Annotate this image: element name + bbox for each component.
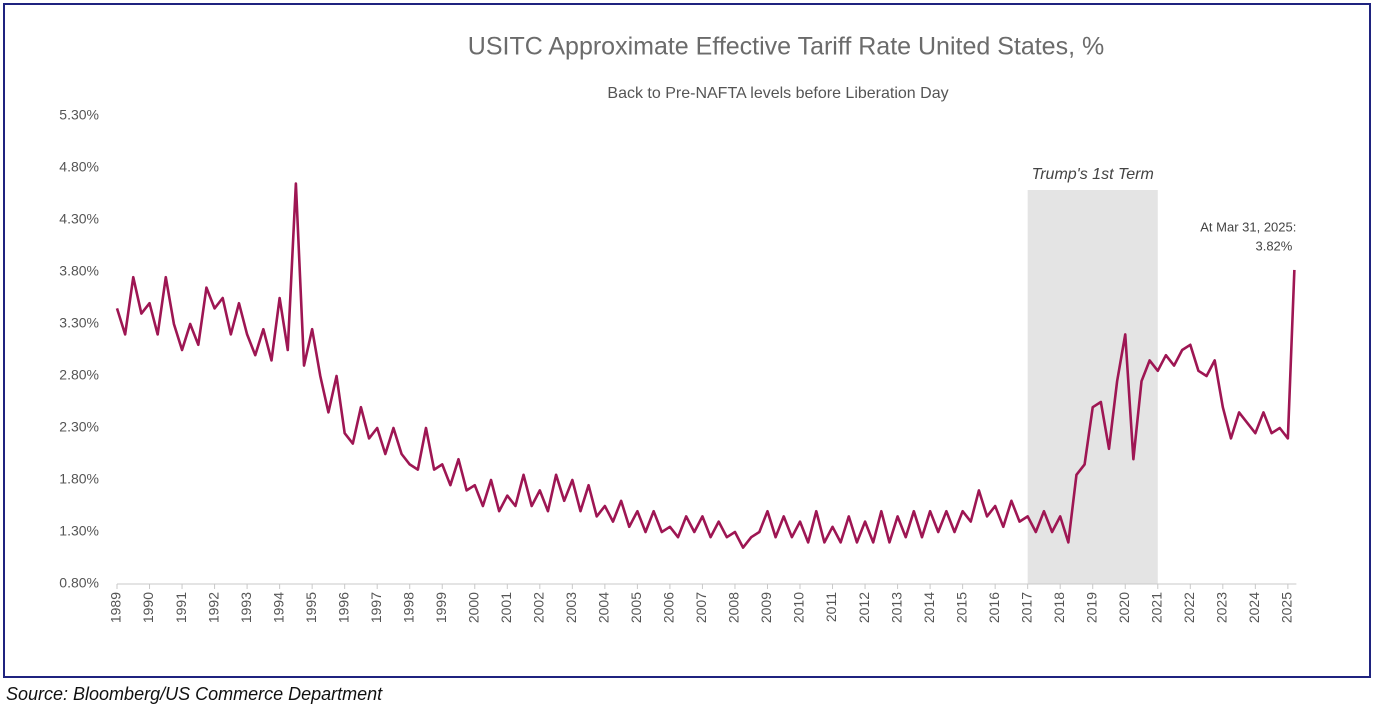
- shaded-period: [1027, 190, 1158, 584]
- x-tick-label: 2022: [1181, 592, 1197, 623]
- x-tick-label: 2000: [465, 592, 481, 623]
- y-tick-label: 1.80%: [59, 471, 99, 487]
- y-tick-label: 3.80%: [59, 263, 99, 279]
- chart-subtitle: Back to Pre-NAFTA levels before Liberati…: [607, 85, 948, 102]
- x-tick-label: 2011: [823, 592, 839, 622]
- x-tick-label: 1991: [173, 592, 189, 623]
- x-tick-label: 2001: [498, 592, 514, 623]
- y-tick-label: 0.80%: [59, 575, 99, 591]
- x-tick-label: 2008: [726, 592, 742, 623]
- x-tick-label: 1989: [108, 592, 124, 623]
- x-tick-label: 2016: [986, 592, 1002, 623]
- y-tick-label: 5.30%: [59, 107, 99, 123]
- x-tick-label: 2021: [1148, 592, 1164, 623]
- x-tick-label: 2015: [953, 592, 969, 623]
- x-tick-label: 2020: [1116, 592, 1132, 623]
- shade-label: Trump's 1st Term: [1032, 166, 1154, 183]
- x-tick-label: 1992: [205, 592, 221, 623]
- y-tick-label: 3.30%: [59, 315, 99, 331]
- y-tick-label: 4.80%: [59, 159, 99, 175]
- data-line: [115, 182, 1296, 549]
- y-tick-label: 2.30%: [59, 419, 99, 435]
- x-tick-label: 2023: [1214, 592, 1230, 623]
- x-tick-label: 2014: [921, 592, 937, 623]
- x-tick-label: 2017: [1018, 592, 1034, 623]
- y-tick-label: 1.30%: [59, 523, 99, 539]
- x-tick-label: 1994: [270, 592, 286, 623]
- plot-area: Trump's 1st Term 0.80% 1.30% 1.80% 2.30% 2.80…: [59, 107, 1297, 623]
- y-tick-label: 4.30%: [59, 211, 99, 227]
- x-tick-label: 2006: [661, 592, 677, 623]
- x-tick-label: 2018: [1051, 592, 1067, 623]
- x-tick-label: 1998: [400, 592, 416, 623]
- x-tick-label: 1996: [335, 592, 351, 623]
- x-tick-label: 2007: [693, 592, 709, 623]
- chart-title: USITC Approximate Effective Tariff Rate …: [468, 33, 1104, 61]
- x-tick-label: 2003: [563, 592, 579, 623]
- x-tick-label: 2005: [628, 592, 644, 623]
- x-tick-label: 2019: [1083, 592, 1099, 623]
- x-tick-label: 2024: [1246, 592, 1262, 623]
- x-tick-label: 2009: [758, 592, 774, 623]
- x-tick-label: 1990: [140, 592, 156, 623]
- y-tick-label: 2.80%: [59, 367, 99, 383]
- x-tick-label: 2012: [856, 592, 872, 623]
- chart-frame: [3, 3, 1371, 678]
- x-tick-label: 1999: [433, 592, 449, 623]
- source-note: Source: Bloomberg/US Commerce Department: [6, 684, 383, 704]
- annotation: At Mar 31, 2025:: [1200, 219, 1296, 234]
- x-tick-label: 1993: [238, 592, 254, 623]
- x-tick-label: 1995: [303, 592, 319, 623]
- x-tick-label: 2010: [791, 592, 807, 623]
- x-tick-label: 1997: [368, 592, 384, 623]
- x-tick-label: 2013: [888, 592, 904, 623]
- x-tick-label: 2004: [596, 592, 612, 623]
- x-tick-label: 2025: [1279, 592, 1295, 623]
- value-label: 3.82%: [1255, 238, 1292, 253]
- x-tick-label: 2002: [531, 592, 547, 623]
